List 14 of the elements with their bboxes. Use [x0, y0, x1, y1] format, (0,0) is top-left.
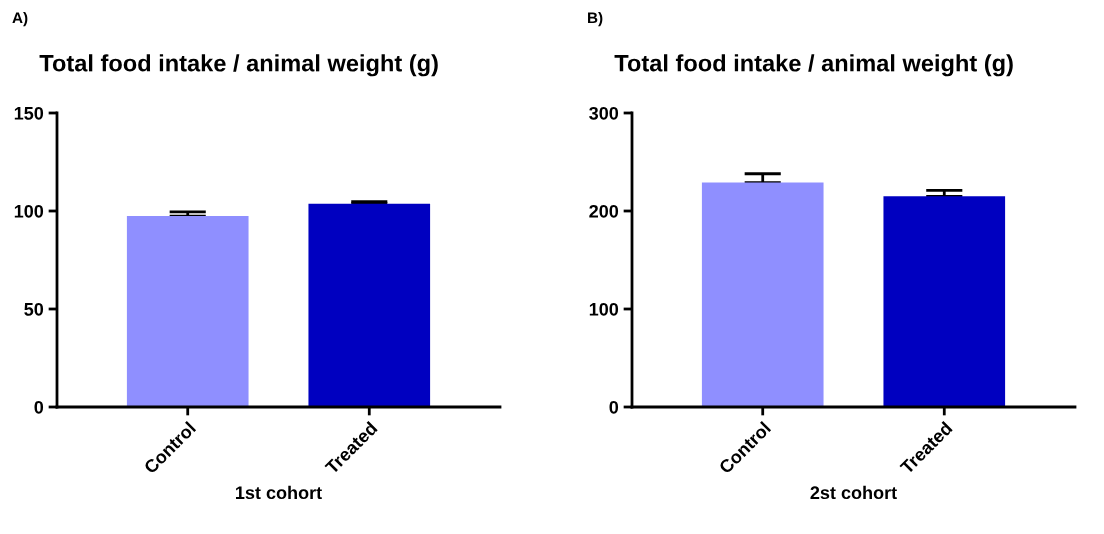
text: A) [12, 12, 28, 27]
x-axis-title: 1st cohort [236, 485, 322, 500]
y-tick-label: 300 [589, 106, 619, 120]
x-axis-title: 2st cohort [810, 485, 897, 500]
y-tick-label: 0 [34, 400, 44, 414]
y-tick-label: 100 [14, 204, 44, 218]
chart-title: Total food intake / animal weight (g) [614, 54, 1013, 77]
y-tick-label: 50 [24, 302, 44, 316]
y-tick-label: 0 [609, 400, 619, 414]
text: B) [588, 12, 603, 27]
y-tick-label: 150 [14, 106, 44, 120]
chart-title: Total food intake / animal weight (g) [39, 54, 438, 77]
y-tick-label: 100 [589, 302, 619, 316]
y-tick-label: 200 [589, 204, 619, 218]
